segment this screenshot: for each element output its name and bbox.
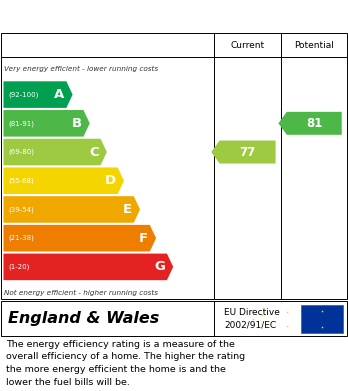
Text: G: G (154, 260, 165, 273)
Text: (55-68): (55-68) (9, 178, 34, 184)
Polygon shape (3, 139, 107, 165)
Polygon shape (211, 140, 276, 163)
Polygon shape (3, 81, 73, 108)
Polygon shape (3, 167, 124, 194)
Polygon shape (3, 254, 173, 280)
Polygon shape (3, 196, 140, 223)
Text: D: D (105, 174, 116, 187)
Text: (69-80): (69-80) (9, 149, 35, 155)
Text: Current: Current (230, 41, 265, 50)
Text: E: E (123, 203, 132, 216)
Text: England & Wales: England & Wales (8, 311, 159, 326)
Text: C: C (89, 145, 99, 158)
Text: (21-38): (21-38) (9, 235, 34, 241)
Text: EU Directive: EU Directive (224, 308, 280, 317)
Polygon shape (278, 112, 342, 135)
Text: Energy Efficiency Rating: Energy Efficiency Rating (9, 10, 211, 25)
Text: 81: 81 (306, 117, 323, 130)
Text: A: A (54, 88, 65, 101)
Text: 77: 77 (239, 145, 256, 158)
Text: Very energy efficient - lower running costs: Very energy efficient - lower running co… (4, 66, 158, 72)
Text: (1-20): (1-20) (9, 264, 30, 270)
Text: 2002/91/EC: 2002/91/EC (224, 321, 277, 330)
Text: The energy efficiency rating is a measure of the
overall efficiency of a home. T: The energy efficiency rating is a measur… (6, 340, 245, 387)
Text: (81-91): (81-91) (9, 120, 35, 127)
Text: Potential: Potential (294, 41, 334, 50)
Text: B: B (72, 117, 82, 130)
Polygon shape (3, 225, 156, 251)
Polygon shape (3, 110, 90, 136)
Text: F: F (139, 232, 148, 245)
Bar (301, 305, 343, 334)
Text: (39-54): (39-54) (9, 206, 34, 213)
Text: Not energy efficient - higher running costs: Not energy efficient - higher running co… (4, 290, 158, 296)
Text: (92-100): (92-100) (9, 91, 39, 98)
